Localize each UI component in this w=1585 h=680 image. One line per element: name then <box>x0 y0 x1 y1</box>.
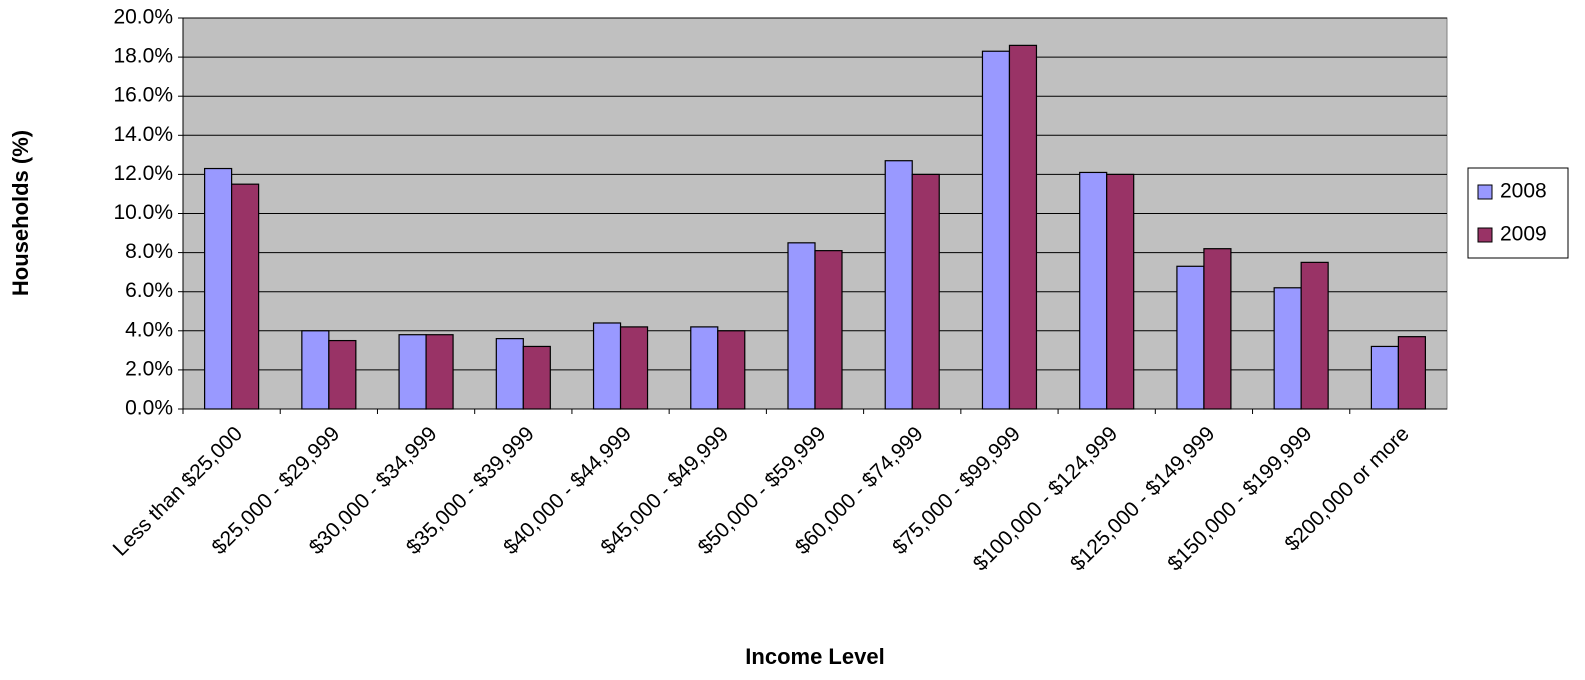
bar <box>717 330 746 410</box>
bar <box>328 339 357 410</box>
bar <box>592 322 622 410</box>
legend-box <box>1467 167 1569 259</box>
bar <box>911 173 940 410</box>
bar <box>522 345 551 410</box>
legend-swatch <box>1477 227 1493 243</box>
y-tick-label: 12.0% <box>113 162 173 185</box>
y-tick-label: 18.0% <box>113 45 173 68</box>
bar <box>398 334 427 410</box>
bar <box>1370 345 1399 410</box>
bar <box>814 250 843 410</box>
bar <box>425 334 454 410</box>
y-tick-label: 10.0% <box>113 201 173 224</box>
bar <box>690 326 719 410</box>
bar <box>231 183 260 410</box>
bar <box>981 50 1011 410</box>
legend-swatch <box>1477 184 1493 200</box>
bar <box>204 167 233 410</box>
bar <box>1079 171 1108 410</box>
y-tick-label: 8.0% <box>125 240 173 263</box>
legend-label: 2009 <box>1500 223 1547 246</box>
y-tick-label: 6.0% <box>125 279 173 302</box>
x-axis-title: Income Level <box>745 644 884 669</box>
y-tick-label: 4.0% <box>125 318 173 341</box>
bar <box>1273 287 1302 410</box>
y-tick-label: 20.0% <box>113 6 173 29</box>
bar <box>1008 44 1038 410</box>
bar <box>495 338 524 410</box>
bar <box>1397 336 1426 410</box>
bar <box>619 326 649 410</box>
y-axis-title: Households (%) <box>8 130 33 296</box>
legend-label: 2008 <box>1500 180 1547 203</box>
bar <box>787 242 816 410</box>
bar <box>301 330 330 410</box>
y-tick-label: 14.0% <box>113 123 173 146</box>
bar <box>1300 261 1329 410</box>
bar <box>1176 265 1205 410</box>
y-tick-label: 0.0% <box>125 397 173 420</box>
y-tick-label: 16.0% <box>113 84 173 107</box>
bar <box>884 160 913 410</box>
y-tick-label: 2.0% <box>125 357 173 380</box>
bar <box>1203 248 1232 410</box>
bar <box>1106 173 1135 410</box>
